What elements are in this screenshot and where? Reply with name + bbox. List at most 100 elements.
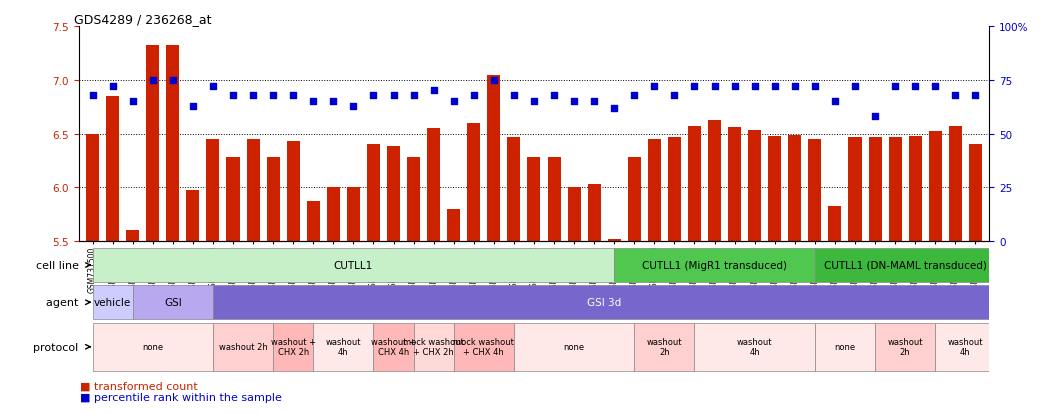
Bar — [287, 142, 299, 242]
Bar — [528, 158, 540, 242]
Point — [706, 84, 722, 90]
Bar — [828, 206, 842, 242]
Bar — [366, 145, 380, 242]
Text: mock washout
+ CHX 4h: mock washout + CHX 4h — [453, 337, 514, 356]
Bar — [508, 138, 520, 242]
Point — [826, 99, 843, 105]
Point — [325, 99, 341, 105]
Text: agent: agent — [46, 297, 86, 308]
Bar — [768, 136, 781, 242]
Point — [506, 92, 522, 99]
Text: washout
2h: washout 2h — [647, 337, 683, 356]
Bar — [213, 286, 996, 319]
Bar — [453, 323, 514, 371]
Bar — [106, 97, 119, 242]
Bar — [929, 132, 941, 242]
Bar — [788, 135, 801, 242]
Text: washout
4h: washout 4h — [326, 337, 361, 356]
Bar — [628, 158, 641, 242]
Point — [526, 99, 542, 105]
Bar — [267, 158, 280, 242]
Bar — [127, 231, 139, 242]
Text: none: none — [142, 342, 163, 351]
Bar — [889, 138, 901, 242]
Bar — [467, 123, 481, 242]
Point — [907, 84, 923, 90]
Text: washout
2h: washout 2h — [888, 337, 922, 356]
Point — [545, 92, 562, 99]
Bar — [92, 249, 615, 282]
Point — [164, 77, 181, 84]
Text: vehicle: vehicle — [94, 297, 131, 308]
Bar — [246, 140, 260, 242]
Text: CUTLL1 (MigR1 transduced): CUTLL1 (MigR1 transduced) — [642, 260, 787, 271]
Bar — [694, 323, 815, 371]
Text: washout +
CHX 4h: washout + CHX 4h — [371, 337, 416, 356]
Point — [747, 84, 763, 90]
Bar — [133, 286, 213, 319]
Point — [466, 92, 483, 99]
Bar — [273, 323, 313, 371]
Bar — [869, 138, 882, 242]
Bar — [186, 190, 199, 242]
Bar — [875, 323, 935, 371]
Bar — [548, 158, 560, 242]
Point — [626, 92, 643, 99]
Point — [946, 92, 963, 99]
Bar — [708, 120, 721, 242]
Bar — [313, 323, 374, 371]
Point — [184, 103, 201, 109]
Point — [806, 84, 823, 90]
Text: CUTLL1: CUTLL1 — [334, 260, 373, 271]
Bar — [587, 185, 601, 242]
Text: none: none — [563, 342, 584, 351]
Point — [225, 92, 242, 99]
Bar — [147, 46, 159, 242]
Point — [125, 99, 141, 105]
Point — [646, 84, 663, 90]
Bar — [213, 323, 273, 371]
Point — [265, 92, 282, 99]
Point — [606, 105, 623, 112]
Bar — [815, 323, 875, 371]
Text: ■ percentile rank within the sample: ■ percentile rank within the sample — [80, 392, 282, 402]
Point — [727, 84, 743, 90]
Bar — [347, 188, 360, 242]
Point — [486, 77, 503, 84]
Bar — [615, 249, 815, 282]
Text: GDS4289 / 236268_at: GDS4289 / 236268_at — [74, 13, 211, 26]
Point — [445, 99, 462, 105]
Bar — [487, 76, 500, 242]
Bar — [226, 158, 240, 242]
Bar — [387, 147, 400, 242]
Bar — [949, 127, 962, 242]
Point — [867, 114, 884, 120]
Bar — [92, 323, 213, 371]
Bar — [374, 323, 414, 371]
Text: ■ transformed count: ■ transformed count — [80, 381, 197, 391]
Point — [666, 92, 683, 99]
Bar — [935, 323, 996, 371]
Bar — [909, 136, 921, 242]
Bar — [607, 240, 621, 242]
Point — [305, 99, 321, 105]
Text: washout
4h: washout 4h — [737, 337, 773, 356]
Bar — [86, 134, 99, 242]
Text: GSI: GSI — [164, 297, 182, 308]
Text: washout
4h: washout 4h — [948, 337, 983, 356]
Bar — [848, 138, 862, 242]
Point — [405, 92, 422, 99]
Bar — [567, 188, 581, 242]
Text: washout 2h: washout 2h — [219, 342, 267, 351]
Bar — [307, 202, 319, 242]
Point — [786, 84, 803, 90]
Bar — [668, 138, 681, 242]
Bar — [808, 140, 822, 242]
Point — [766, 84, 783, 90]
Bar — [968, 145, 982, 242]
Bar — [414, 323, 453, 371]
Bar — [92, 286, 133, 319]
Bar — [166, 46, 179, 242]
Text: GSI 3d: GSI 3d — [587, 297, 621, 308]
Point — [927, 84, 943, 90]
